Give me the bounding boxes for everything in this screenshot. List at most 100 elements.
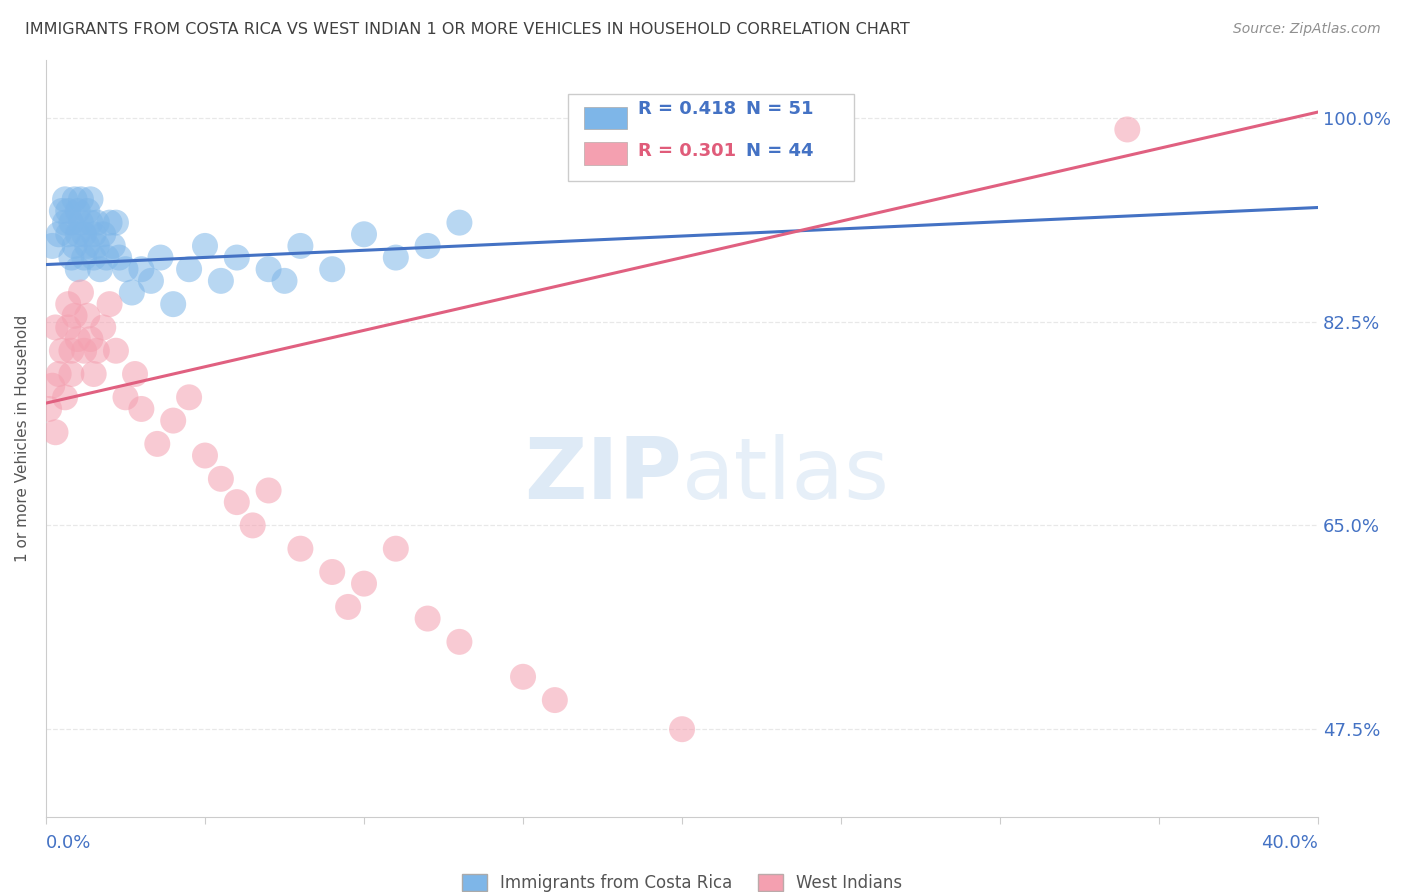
Point: [101, 239, 124, 253]
Point: [86, 216, 108, 230]
Point: [149, 251, 172, 265]
FancyBboxPatch shape: [583, 142, 627, 165]
Point: [58, 204, 80, 219]
Point: [83, 227, 105, 242]
Point: [58, 320, 80, 334]
Point: [79, 216, 101, 230]
Point: [63, 192, 86, 206]
Point: [257, 262, 280, 277]
Point: [83, 251, 105, 265]
Point: [449, 216, 471, 230]
Point: [70, 216, 93, 230]
Text: 0.0%: 0.0%: [46, 834, 91, 852]
Point: [512, 670, 534, 684]
Point: [209, 472, 232, 486]
Point: [353, 576, 375, 591]
Point: [70, 285, 93, 300]
Point: [66, 332, 89, 346]
Point: [162, 297, 184, 311]
Point: [139, 274, 162, 288]
Point: [60, 216, 83, 230]
FancyBboxPatch shape: [568, 94, 853, 181]
FancyBboxPatch shape: [583, 106, 627, 129]
Text: N = 44: N = 44: [745, 142, 813, 160]
Point: [544, 693, 567, 707]
Point: [76, 204, 98, 219]
Point: [290, 541, 312, 556]
Point: [98, 297, 121, 311]
Point: [162, 414, 184, 428]
Text: Source: ZipAtlas.com: Source: ZipAtlas.com: [1233, 22, 1381, 37]
Text: R = 0.301: R = 0.301: [637, 142, 735, 160]
Point: [353, 227, 375, 242]
Point: [79, 332, 101, 346]
Point: [385, 541, 408, 556]
Point: [449, 635, 471, 649]
Point: [58, 227, 80, 242]
Point: [290, 239, 312, 253]
Text: ZIP: ZIP: [524, 434, 682, 517]
Point: [53, 216, 76, 230]
Point: [66, 227, 89, 242]
Text: 40.0%: 40.0%: [1261, 834, 1319, 852]
Point: [60, 367, 83, 381]
Point: [41, 239, 63, 253]
Point: [48, 227, 70, 242]
Point: [225, 495, 247, 509]
Point: [91, 227, 114, 242]
Legend: Immigrants from Costa Rica, West Indians: Immigrants from Costa Rica, West Indians: [456, 868, 908, 892]
Point: [194, 239, 217, 253]
Point: [273, 274, 295, 288]
Point: [242, 518, 264, 533]
Point: [51, 204, 73, 219]
Text: N = 51: N = 51: [745, 100, 813, 118]
Point: [53, 390, 76, 404]
Text: IMMIGRANTS FROM COSTA RICA VS WEST INDIAN 1 OR MORE VEHICLES IN HOUSEHOLD CORREL: IMMIGRANTS FROM COSTA RICA VS WEST INDIA…: [25, 22, 910, 37]
Point: [91, 320, 114, 334]
Point: [73, 343, 96, 358]
Point: [76, 309, 98, 323]
Point: [83, 367, 105, 381]
Point: [385, 251, 408, 265]
Point: [53, 192, 76, 206]
Point: [48, 367, 70, 381]
Point: [66, 262, 89, 277]
Point: [96, 251, 118, 265]
Point: [146, 437, 169, 451]
Point: [98, 216, 121, 230]
Point: [177, 262, 200, 277]
Point: [337, 599, 360, 614]
Point: [321, 262, 343, 277]
Text: R = 0.418: R = 0.418: [637, 100, 735, 118]
Point: [225, 251, 247, 265]
Point: [38, 401, 60, 416]
Point: [257, 483, 280, 498]
Point: [131, 262, 153, 277]
Point: [44, 425, 66, 440]
Point: [416, 611, 439, 625]
Point: [79, 192, 101, 206]
Point: [76, 239, 98, 253]
Point: [73, 227, 96, 242]
Point: [104, 343, 127, 358]
Point: [194, 449, 217, 463]
Point: [63, 309, 86, 323]
Point: [114, 262, 136, 277]
Y-axis label: 1 or more Vehicles in Household: 1 or more Vehicles in Household: [15, 315, 30, 562]
Point: [86, 343, 108, 358]
Point: [60, 251, 83, 265]
Point: [70, 192, 93, 206]
Point: [51, 343, 73, 358]
Point: [44, 320, 66, 334]
Point: [63, 239, 86, 253]
Point: [104, 216, 127, 230]
Point: [416, 239, 439, 253]
Point: [131, 401, 153, 416]
Point: [121, 285, 143, 300]
Point: [108, 251, 131, 265]
Point: [671, 722, 693, 736]
Point: [41, 378, 63, 392]
Point: [66, 204, 89, 219]
Point: [86, 239, 108, 253]
Point: [73, 251, 96, 265]
